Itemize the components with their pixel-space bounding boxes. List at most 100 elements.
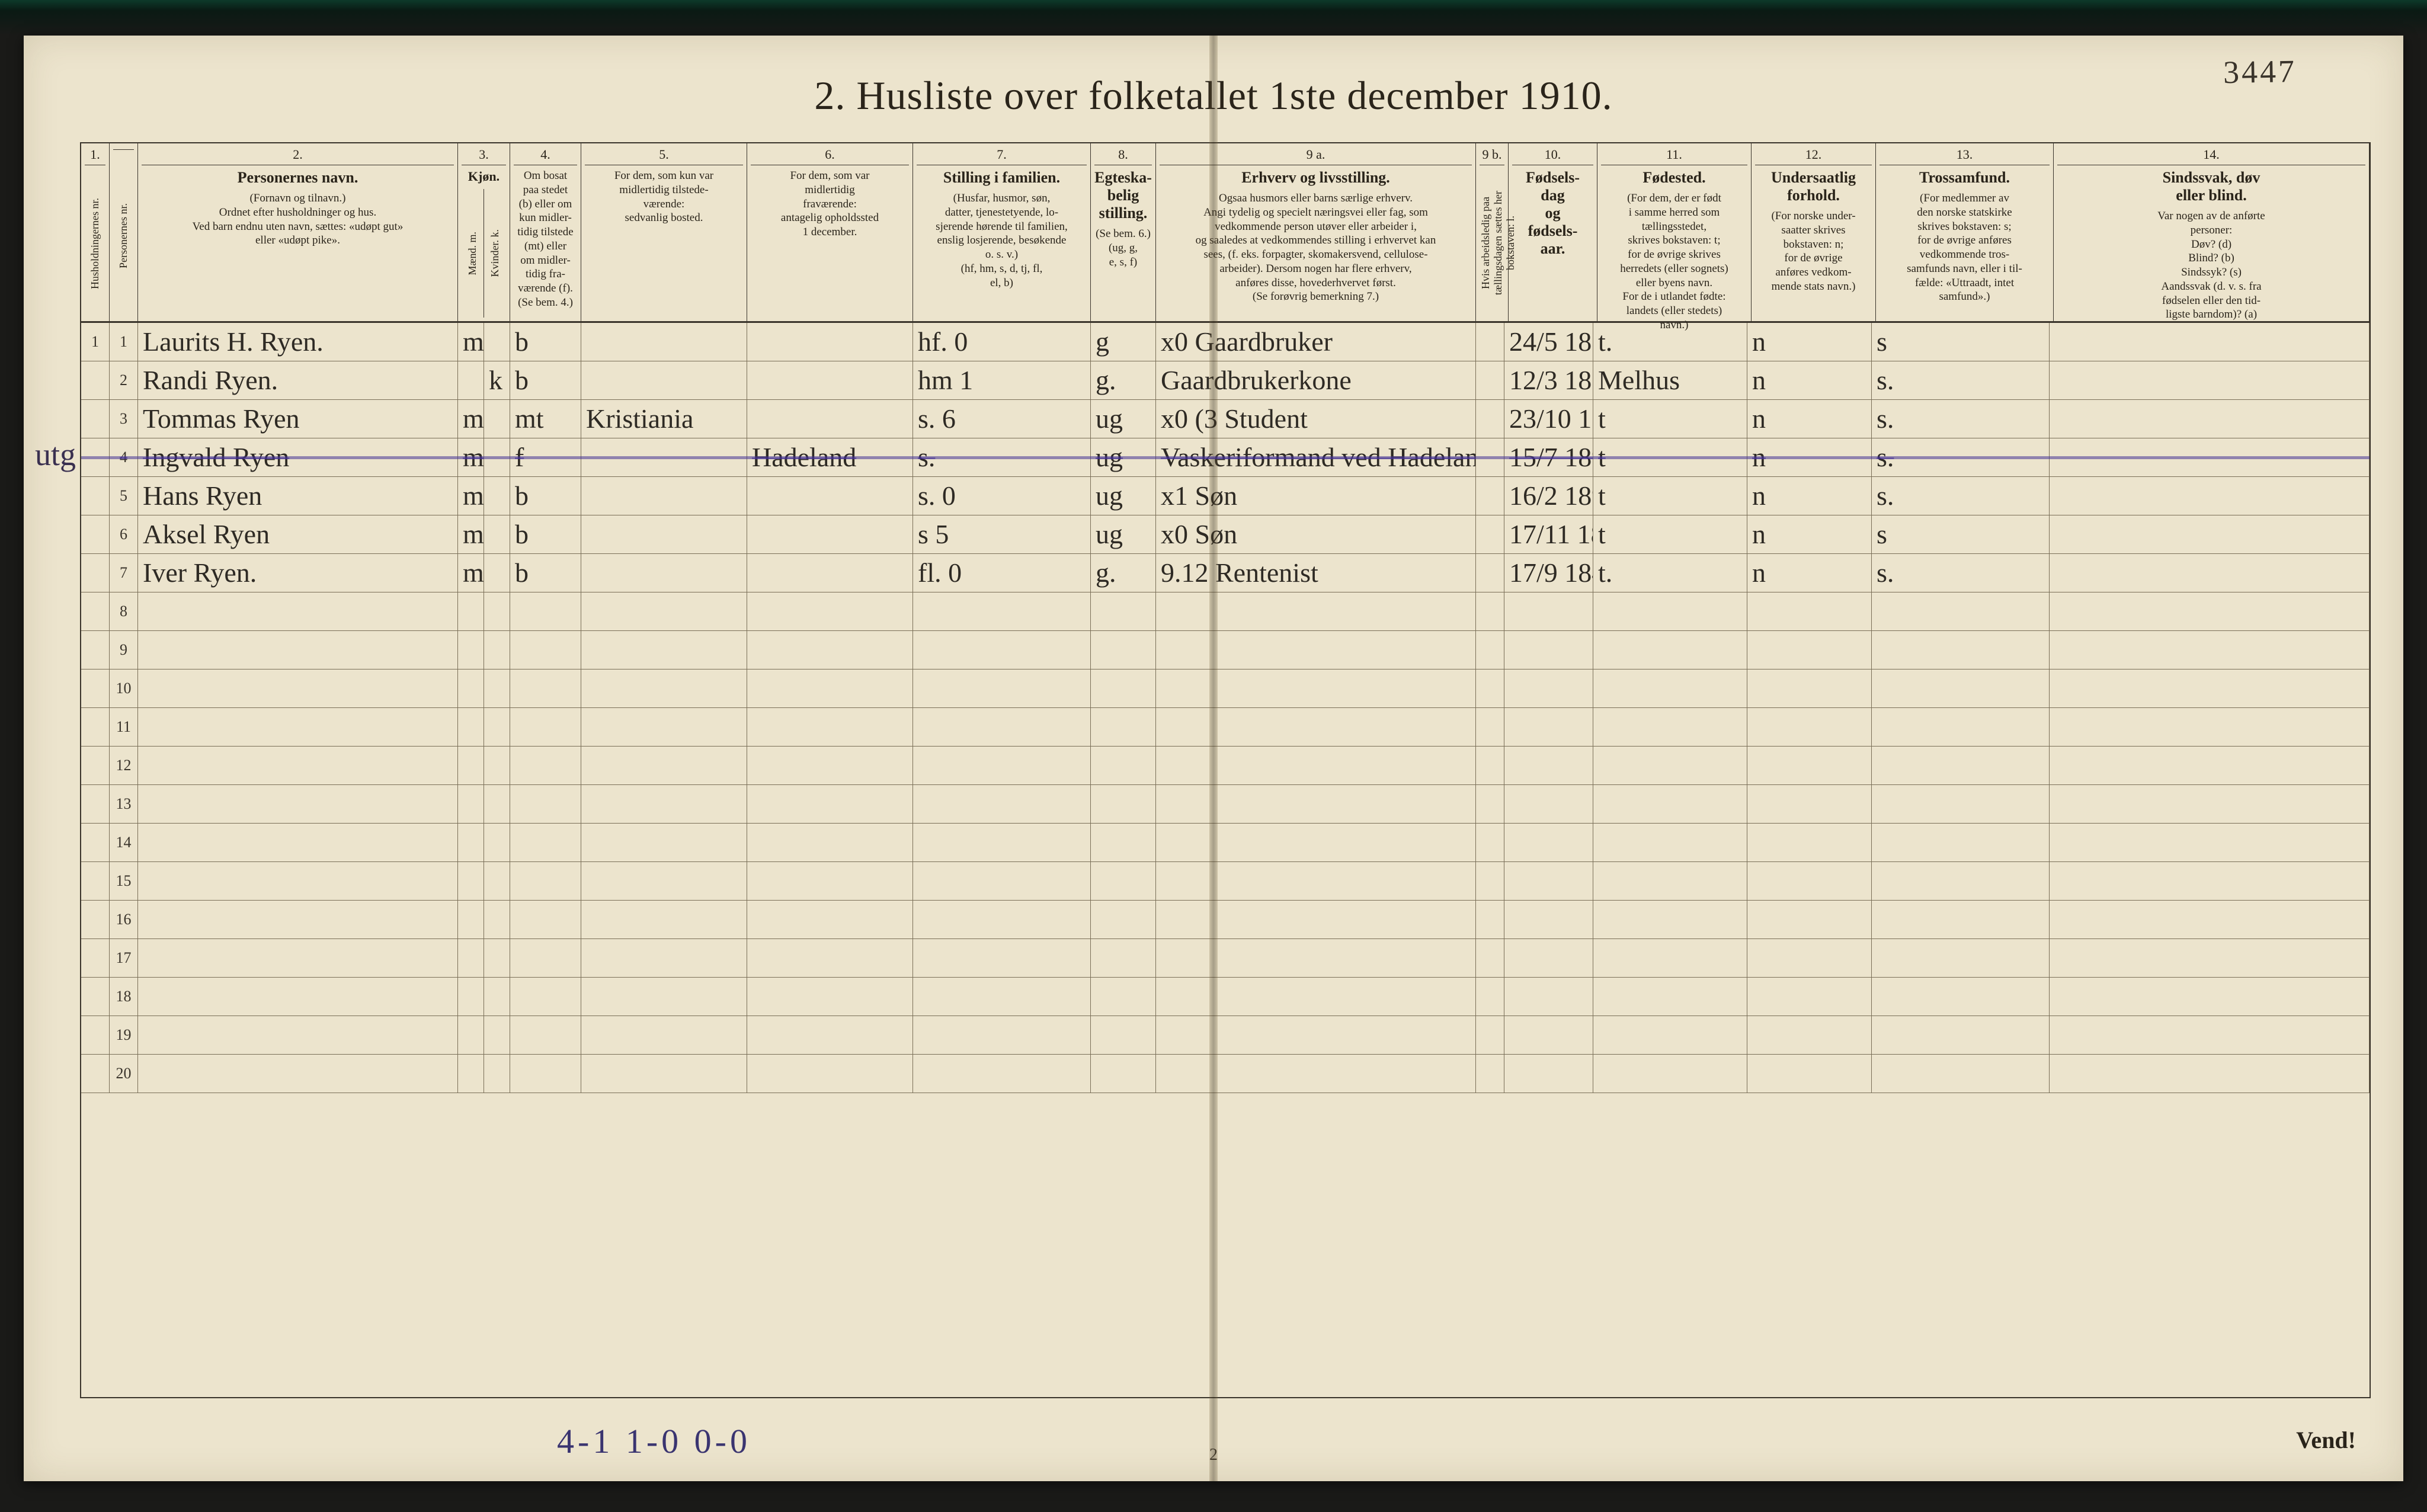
cell [1156,939,1476,977]
cell [458,785,484,823]
table-body: 11Laurits H. Ryen.mbhf. 0gx0 Gaardbruker… [81,323,2370,1093]
cell: m [458,477,484,515]
cell: s. [1872,400,2050,438]
table-row: 3Tommas RyenmmtKristianias. 6ugx0 (3 Stu… [81,400,2370,438]
col-header-sex: 3.Kjøn.Mænd. m.Kvinder. k. [458,143,510,321]
cell [1747,631,1872,669]
cell: b [510,361,581,399]
cell: 8 [110,592,138,630]
cell: ug [1091,400,1156,438]
cell [1872,785,2050,823]
cell [2050,400,2370,438]
cell: Iver Ryen. [138,554,458,592]
cell [81,361,110,399]
cell: 5 [110,477,138,515]
cell [138,978,458,1016]
cell [1476,400,1504,438]
cell [1476,785,1504,823]
cell: 3 [110,400,138,438]
cell [2050,708,2370,746]
cell [484,824,510,861]
cell [81,515,110,553]
cell: n [1747,554,1872,592]
cell [81,400,110,438]
cell [1872,901,2050,938]
cell [81,631,110,669]
cell: b [510,323,581,361]
cell [1476,978,1504,1016]
cell [484,708,510,746]
cell [81,862,110,900]
cell [458,631,484,669]
cell: g. [1091,554,1156,592]
table-row: 12 [81,747,2370,785]
cell [747,708,913,746]
cell [747,400,913,438]
cell [747,1016,913,1054]
cell [138,901,458,938]
cell [1872,592,2050,630]
cell [1476,1055,1504,1093]
table-row: 18 [81,978,2370,1016]
cell: hm 1 [913,361,1091,399]
cell [510,901,581,938]
cell [1504,978,1593,1016]
cell [484,554,510,592]
cell: Aksel Ryen [138,515,458,553]
cell [913,939,1091,977]
cell [458,901,484,938]
cell [1476,1016,1504,1054]
table-row: 11 [81,708,2370,747]
cell [1593,1055,1747,1093]
cell [747,323,913,361]
col-header: 1.Husholdningernes nr. [81,143,110,321]
cell [1872,939,2050,977]
cell [1476,631,1504,669]
cell [81,901,110,938]
cell [1747,862,1872,900]
cell [1091,669,1156,707]
cell: t [1593,400,1747,438]
table-row: 17 [81,939,2370,978]
cell: 16/2 1895 [1504,477,1593,515]
cell [81,978,110,1016]
cell [1593,824,1747,861]
cell [1476,515,1504,553]
cell [510,708,581,746]
cell: 1 [110,323,138,361]
cell [1504,708,1593,746]
cell [458,747,484,784]
cell [138,824,458,861]
cell: Gaardbrukerkone [1156,361,1476,399]
ledger-table: utg 1.Husholdningernes nr.Personernes nr… [80,142,2371,1398]
cell [747,978,913,1016]
cell [1476,747,1504,784]
cell [1476,361,1504,399]
cell [1747,1016,1872,1054]
cell [1747,1055,1872,1093]
cell [484,669,510,707]
cell: b [510,554,581,592]
table-row: 6Aksel Ryenmbs 5ugx0 Søn17/11 1897tns [81,515,2370,554]
cell [747,939,913,977]
col-header: 8.Egteska-beligstilling.(Se bem. 6.)(ug,… [1091,143,1156,321]
cell [81,708,110,746]
cell [1504,785,1593,823]
cell [81,477,110,515]
cell [1593,939,1747,977]
cell [1593,862,1747,900]
cell: 9 [110,631,138,669]
cell [581,323,747,361]
cell [1593,901,1747,938]
table-row: 10 [81,669,2370,708]
cell [484,1055,510,1093]
cell [81,1055,110,1093]
cell [1872,1055,2050,1093]
cell: 20 [110,1055,138,1093]
cell: mt [510,400,581,438]
cell [138,708,458,746]
cell [2050,901,2370,938]
cell [581,824,747,861]
cell [458,1016,484,1054]
cell [1504,939,1593,977]
